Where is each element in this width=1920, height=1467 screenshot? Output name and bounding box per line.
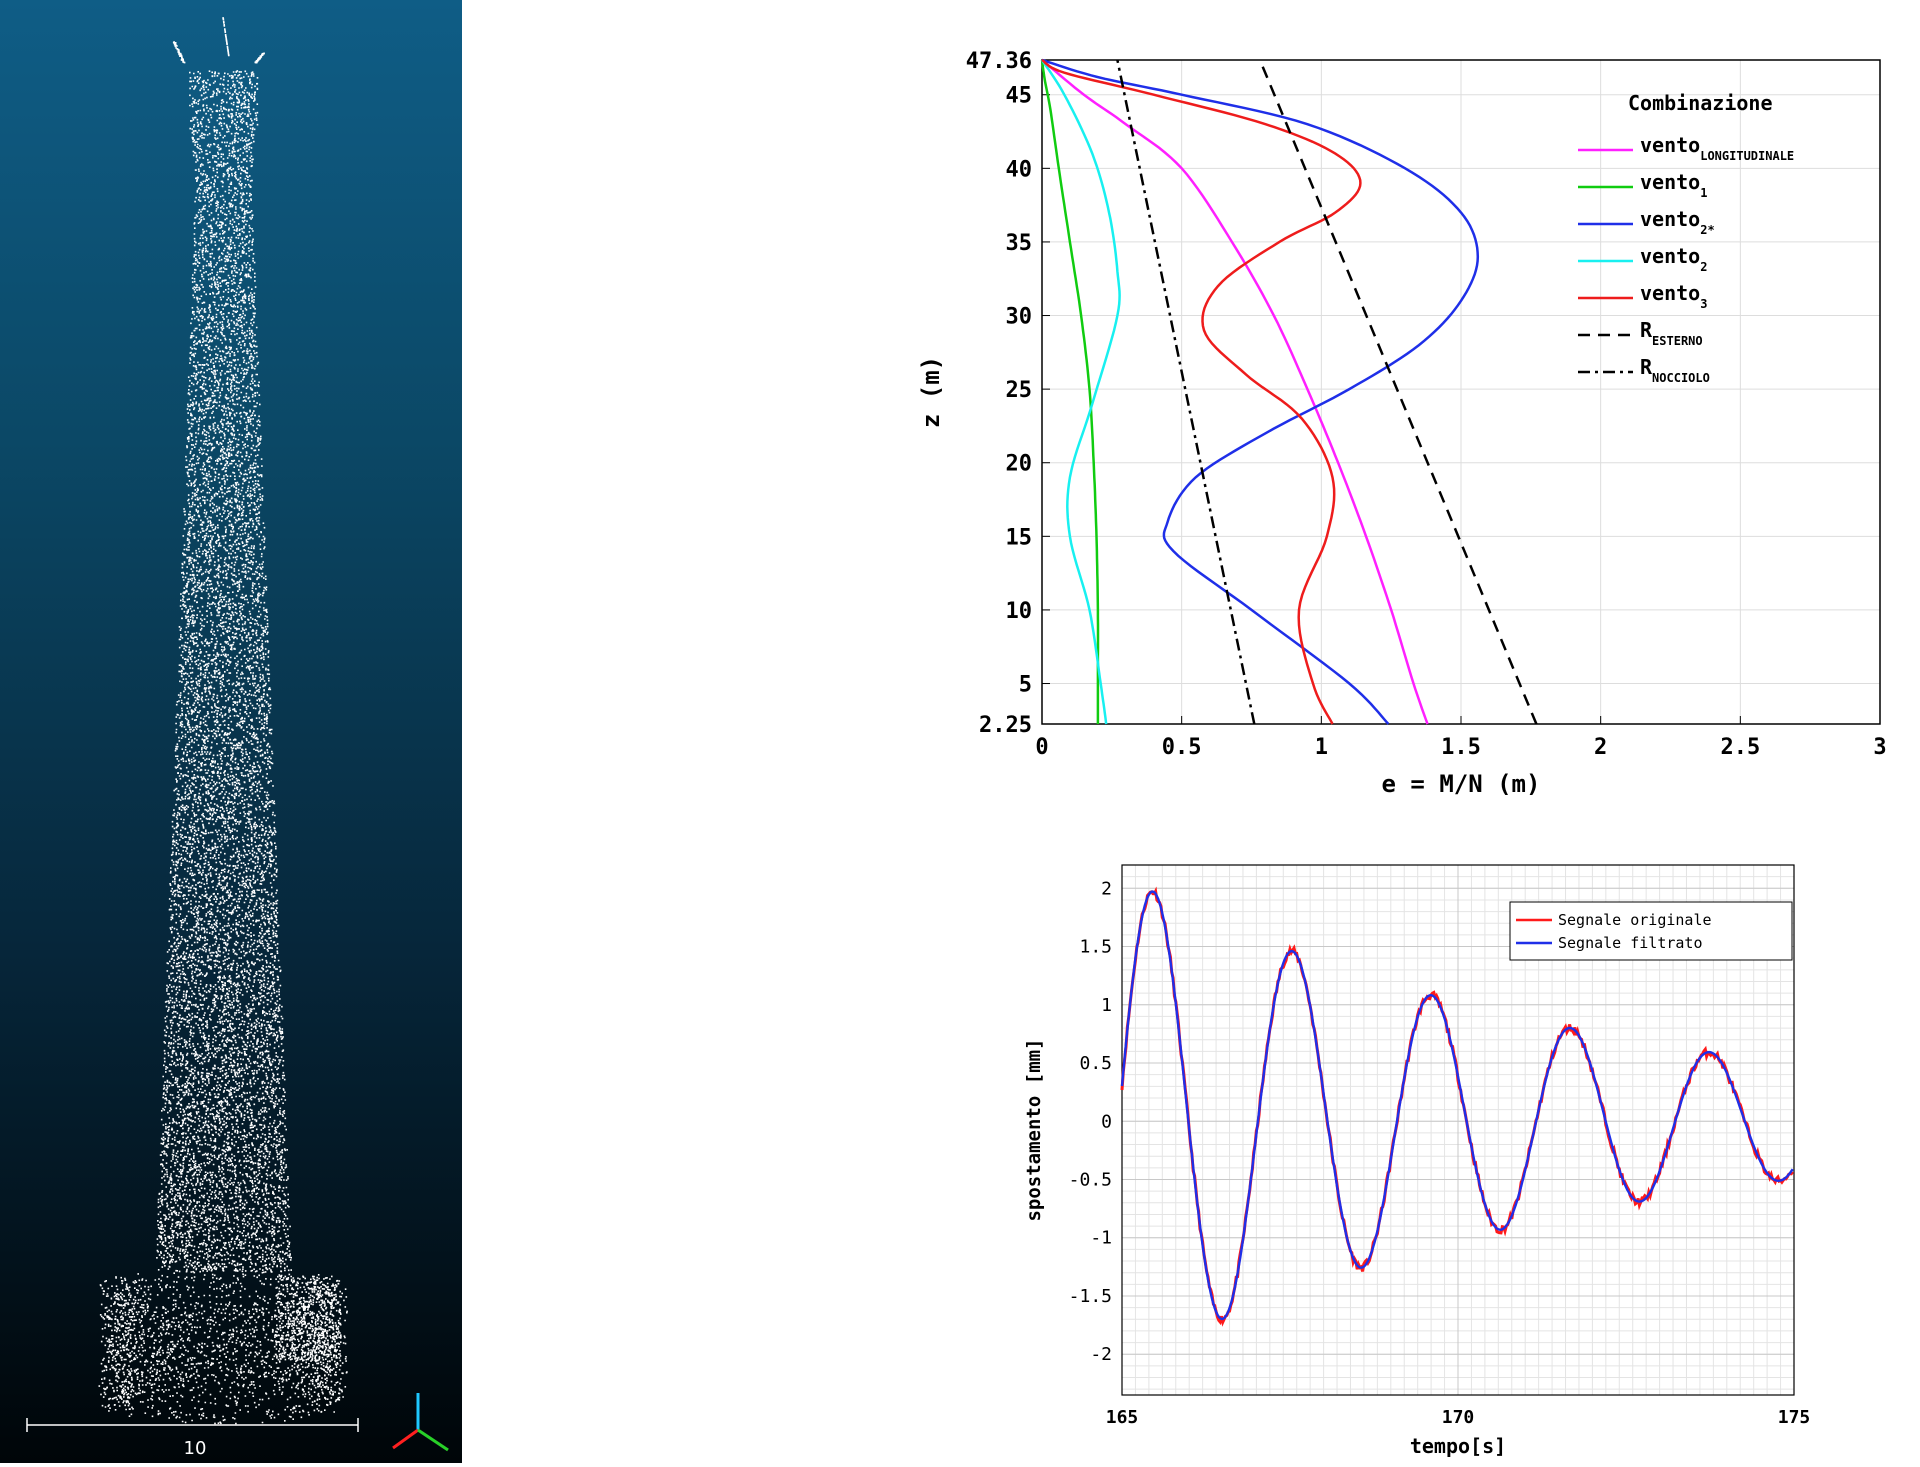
legend-entry-subscript: ESTERNO <box>1652 334 1703 348</box>
legend-entry: RESTERNO <box>1640 318 1703 348</box>
legend-entry-name: vento <box>1640 281 1700 305</box>
legend-entry-name: vento <box>1640 244 1700 268</box>
series-line-Segnale filtrato <box>1120 890 1794 1321</box>
axis-triad-x <box>392 1428 419 1450</box>
y-tick-label: -2 <box>1090 1344 1112 1365</box>
y-tick-label: 20 <box>1006 452 1033 477</box>
y-tick-label: -0.5 <box>1069 1170 1112 1191</box>
y-tick-label: 1 <box>1101 995 1112 1016</box>
plot-frame <box>1121 864 1795 1396</box>
x-tick-label: 2.5 <box>1720 735 1760 760</box>
legend-entry: RNOCCIOLO <box>1640 355 1710 385</box>
x-tick-label: 1 <box>1315 735 1328 760</box>
axis-triad-y <box>417 1428 449 1452</box>
displacement-chart: 165 170 175 -2 -1.5 -1 -0.5 0 0.5 1 1.5 2 tempo[s] sp… <box>902 820 1920 1463</box>
y-tick-label: 0.5 <box>1079 1053 1112 1074</box>
legend-entry: Segnale originale <box>1558 911 1712 929</box>
x-tick-label: 3 <box>1873 735 1886 760</box>
legend-entry: Segnale filtrato <box>1558 934 1703 952</box>
eccentricity-plot: 0 0.5 1 1.5 2 2.5 3 2.25 5 10 15 20 25 30 35 40 45 47.36 e… <box>917 49 1887 798</box>
y-axis-label: spostamento [mm] <box>1023 1038 1045 1221</box>
legend-box <box>1509 901 1793 961</box>
x-tick-label: 1.5 <box>1441 735 1481 760</box>
legend-entry-subscript: 2 <box>1700 260 1707 274</box>
legend-entry: ventoLONGITUDINALE <box>1640 133 1794 163</box>
eccentricity-chart: 0 0.5 1 1.5 2 2.5 3 2.25 5 10 15 20 25 30 35 40 45 47.36 e… <box>902 0 1920 820</box>
legend-entry-subscript: 2* <box>1700 223 1714 237</box>
deformed-mode-shape-image: ZYX <box>462 0 902 1463</box>
legend-entry-name: vento <box>1640 207 1700 231</box>
legend-title: Combinazione <box>1628 91 1773 115</box>
legend-entry-name: R <box>1640 318 1653 342</box>
displacement-plot: 165 170 175 -2 -1.5 -1 -0.5 0 0.5 1 1.5 2 tempo[s] sp… <box>1023 864 1811 1458</box>
legend-entry: vento2* <box>1640 207 1715 237</box>
series-line-vento-2* <box>1041 58 1480 725</box>
y-tick-label: 2.25 <box>979 713 1032 738</box>
y-tick-label: 30 <box>1006 305 1033 330</box>
y-tick-label: 15 <box>1006 525 1033 550</box>
y-tick-label: 40 <box>1006 157 1033 182</box>
x-tick-label: 175 <box>1778 1407 1811 1428</box>
y-tick-label: 2 <box>1101 878 1112 899</box>
point-cloud-image <box>26 17 449 1452</box>
x-axis-label: tempo[s] <box>1410 1434 1506 1458</box>
y-tick-label: 25 <box>1006 378 1033 403</box>
legend-entry-name: vento <box>1640 133 1700 157</box>
legend-entry: vento3 <box>1640 281 1707 311</box>
legend-entry: vento1 <box>1640 170 1707 200</box>
series-line-vento-2 <box>1040 59 1121 725</box>
y-tick-label: 45 <box>1006 84 1033 109</box>
y-axis-label: z (m) <box>917 356 945 428</box>
x-axis-label: e = M/N (m) <box>1382 770 1541 798</box>
x-tick-label: 0 <box>1035 735 1048 760</box>
series-line-vento-LONGITUDINALE <box>1041 59 1429 725</box>
x-tick-label: 165 <box>1106 1407 1139 1428</box>
x-tick-label: 170 <box>1442 1407 1475 1428</box>
point-cloud-points <box>98 17 348 1425</box>
y-tick-label: 5 <box>1019 673 1032 698</box>
y-tick-label: 10 <box>1006 599 1033 624</box>
series-line-vento-3 <box>1041 58 1362 725</box>
y-tick-label: -1.5 <box>1069 1286 1112 1307</box>
y-tick-label: 47.36 <box>966 49 1032 74</box>
x-tick-label: 2 <box>1594 735 1607 760</box>
legend-entry-name: vento <box>1640 170 1700 194</box>
legend-entry-name: R <box>1640 355 1653 379</box>
legend-entry-subscript: 1 <box>1700 186 1707 200</box>
y-tick-label: 0 <box>1101 1111 1112 1132</box>
legend-entry: vento2 <box>1640 244 1707 274</box>
point-cloud-panel: 10 <box>0 0 462 1463</box>
point-cloud-dots <box>98 17 348 1425</box>
legend-entry-subscript: 3 <box>1700 297 1707 311</box>
legend-entry-subscript: LONGITUDINALE <box>1700 149 1794 163</box>
y-tick-label: -1 <box>1090 1228 1112 1249</box>
scale-bar-label: 10 <box>183 1438 207 1459</box>
legend-entry-subscript: NOCCIOLO <box>1652 371 1710 385</box>
major-grid <box>1121 865 1795 1395</box>
series-line-vento-1 <box>1040 59 1100 724</box>
y-tick-label: 35 <box>1006 231 1033 256</box>
fem-model-panel: ZYX <box>462 0 902 1463</box>
x-tick-label: 0.5 <box>1162 735 1202 760</box>
y-tick-label: 1.5 <box>1079 937 1112 958</box>
